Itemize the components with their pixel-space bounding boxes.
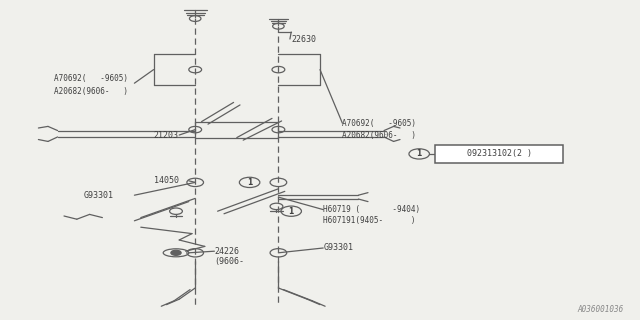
Text: 1: 1: [247, 178, 252, 187]
Text: 092313102(2 ): 092313102(2 ): [467, 149, 532, 158]
Text: A70692(   -9605): A70692( -9605): [342, 119, 417, 128]
Text: 1: 1: [289, 207, 294, 216]
Text: A20682(9606-   ): A20682(9606- ): [54, 87, 129, 96]
Text: A036001036: A036001036: [578, 305, 624, 314]
Circle shape: [171, 250, 181, 255]
Text: 1: 1: [417, 149, 422, 158]
Text: (9606-: (9606-: [214, 257, 244, 266]
Text: H60719 (       -9404): H60719 ( -9404): [323, 205, 420, 214]
Text: 21203: 21203: [154, 131, 179, 140]
Text: 24226: 24226: [214, 247, 239, 256]
Text: A70692(   -9605): A70692( -9605): [54, 74, 129, 83]
Text: 22630: 22630: [291, 35, 316, 44]
Text: G93301: G93301: [323, 244, 353, 252]
Bar: [435, 145, 563, 163]
Text: H607191(9405-      ): H607191(9405- ): [323, 216, 416, 225]
Text: G93301: G93301: [83, 191, 113, 200]
Text: A20682(9606-   ): A20682(9606- ): [342, 131, 417, 140]
Text: 14050: 14050: [154, 176, 179, 185]
